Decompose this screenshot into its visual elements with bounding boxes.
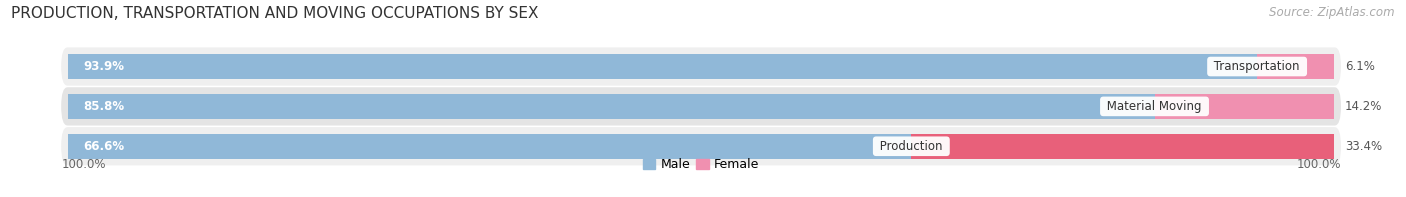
Text: Material Moving: Material Moving [1104,100,1206,113]
Text: PRODUCTION, TRANSPORTATION AND MOVING OCCUPATIONS BY SEX: PRODUCTION, TRANSPORTATION AND MOVING OC… [11,6,538,21]
Text: 85.8%: 85.8% [83,100,125,113]
Bar [911,134,1334,159]
Text: 33.4%: 33.4% [1346,140,1382,153]
Legend: Male, Female: Male, Female [638,153,765,177]
Text: 100.0%: 100.0% [62,158,105,171]
Text: Transportation: Transportation [1211,60,1303,73]
Text: 66.6%: 66.6% [83,140,125,153]
Text: 93.9%: 93.9% [83,60,125,73]
Text: 14.2%: 14.2% [1346,100,1382,113]
FancyBboxPatch shape [62,47,1341,86]
Bar [1257,54,1334,79]
Bar [67,54,1257,79]
Text: 6.1%: 6.1% [1346,60,1375,73]
Text: Source: ZipAtlas.com: Source: ZipAtlas.com [1270,6,1395,19]
Text: Production: Production [876,140,946,153]
Bar [67,134,911,159]
Text: 100.0%: 100.0% [1296,158,1341,171]
Bar [67,94,1154,119]
Bar [1154,94,1334,119]
FancyBboxPatch shape [62,87,1341,125]
FancyBboxPatch shape [62,127,1341,165]
